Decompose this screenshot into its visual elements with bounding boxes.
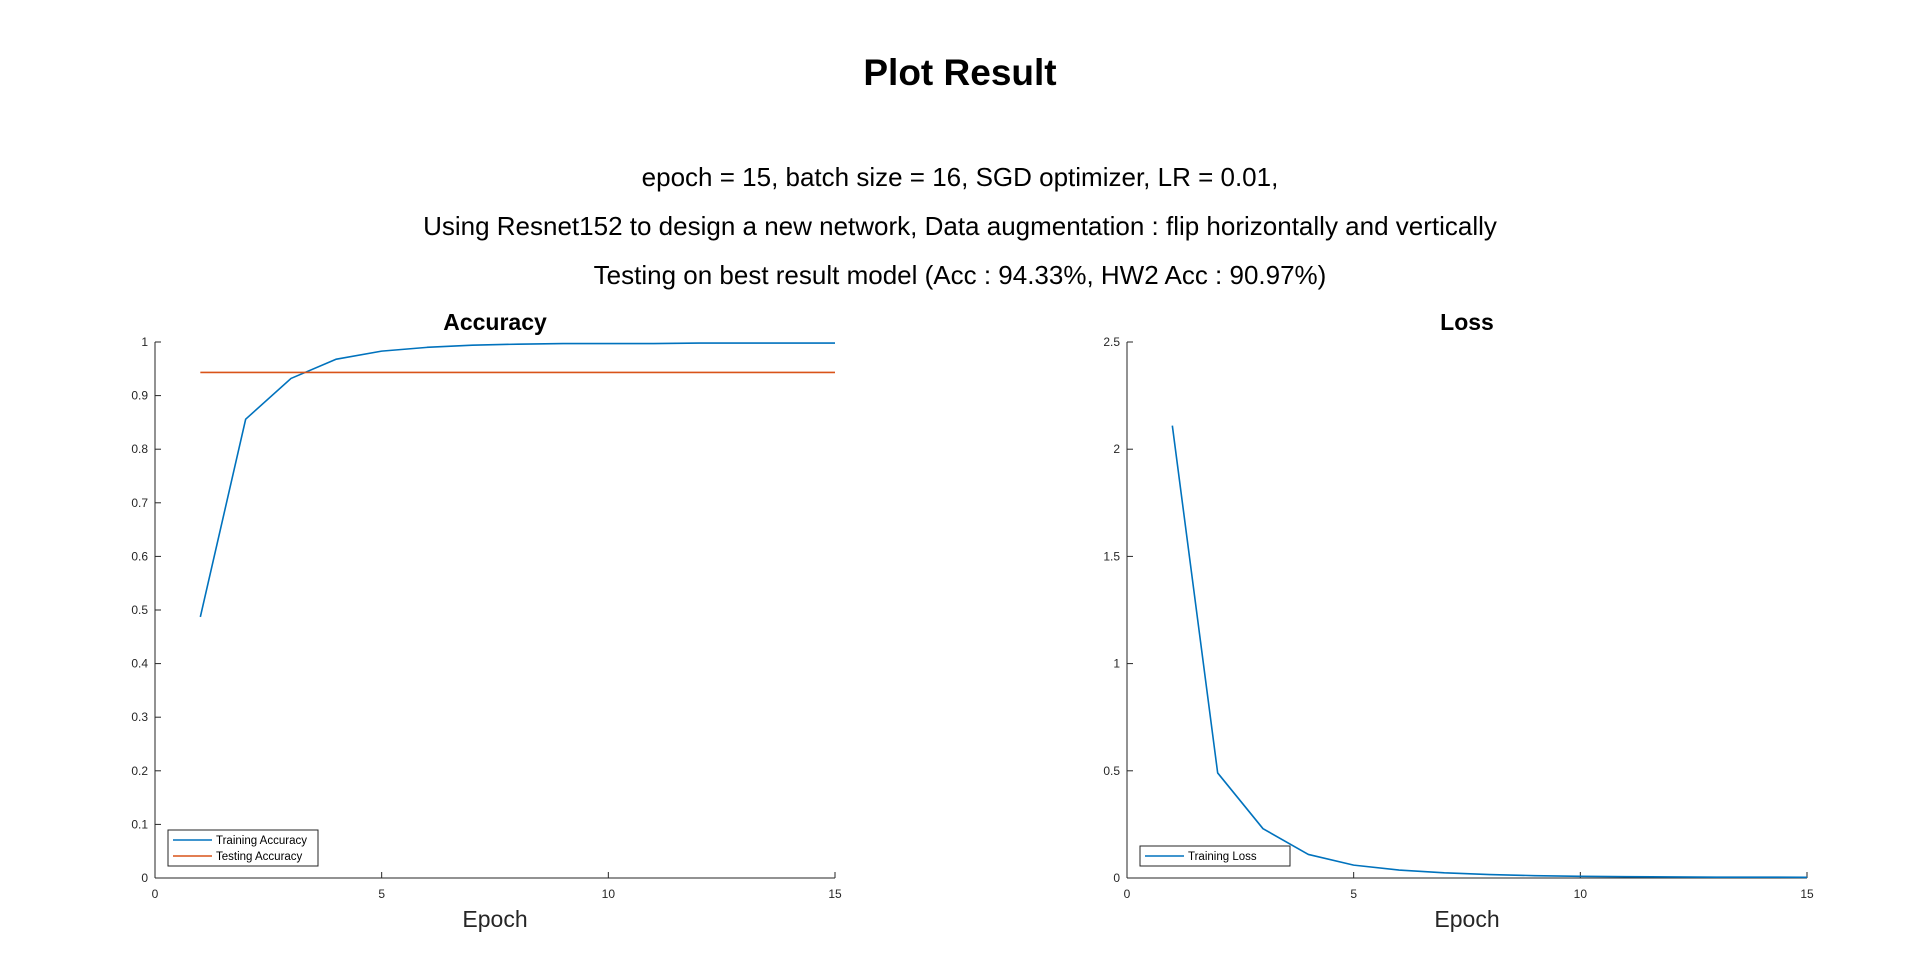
y-tick-label: 0.4 [131,657,148,671]
y-tick-label: 0.6 [131,549,148,563]
x-tick-label: 0 [152,887,159,901]
x-tick-label: 15 [1800,887,1814,901]
x-axis-label: Epoch [1434,906,1499,932]
x-tick-label: 15 [828,887,842,901]
legend: Training Accuracy Testing Accuracy [167,829,319,867]
legend-label: Training Accuracy [216,835,307,847]
y-tick-label: 1.5 [1103,549,1120,563]
y-tick-label: 1 [1113,657,1120,671]
y-tick-label: 1 [141,335,148,349]
legend-label: Testing Accuracy [216,851,303,863]
x-tick-label: 10 [1574,887,1588,901]
legend-label: Training Loss [1188,851,1257,863]
legend: Training Loss [1139,845,1291,867]
series-line-training-loss [1171,425,1808,879]
y-tick-label: 0.1 [131,817,148,831]
chart-title: Loss [1440,309,1494,335]
figure-title: Plot Result [863,52,1057,93]
y-tick-label: 0 [1113,871,1120,885]
x-tick-label: 10 [602,887,616,901]
x-tick-label: 5 [1350,887,1357,901]
legend-box [167,829,319,867]
figure-subtitle-line-3: Testing on best result model (Acc : 94.3… [593,260,1327,290]
figure-subtitle-line-1: epoch = 15, batch size = 16, SGD optimiz… [641,162,1279,192]
y-tick-label: 0.7 [131,496,148,510]
y-tick-label: 2 [1113,442,1120,456]
y-tick-label: 0.9 [131,389,148,403]
y-tick-label: 0.8 [131,442,148,456]
x-axis-label: Epoch [462,906,527,932]
y-tick-label: 0.5 [131,603,148,617]
y-tick-label: 0.3 [131,710,148,724]
y-tick-label: 0.2 [131,764,148,778]
chart-0: 0 5 10 15 0 0.1 0.2 0.3 0.4 0.5 0.6 0.7 0.8 0.9 1 Accur… [131,309,842,932]
x-tick-label: 5 [378,887,385,901]
chart-title: Accuracy [443,309,547,335]
chart-1: 0 5 10 15 0 0.5 1 1.5 2 2.5 Loss Epoch Training Loss [1103,309,1814,932]
figure-subtitle-line-2: Using Resnet152 to design a new network,… [423,211,1497,241]
y-tick-label: 0.5 [1103,764,1120,778]
series-line-training-accuracy [199,342,835,618]
x-tick-label: 0 [1124,887,1131,901]
y-tick-label: 2.5 [1103,335,1120,349]
legend-box [1139,845,1291,867]
y-tick-label: 0 [141,871,148,885]
